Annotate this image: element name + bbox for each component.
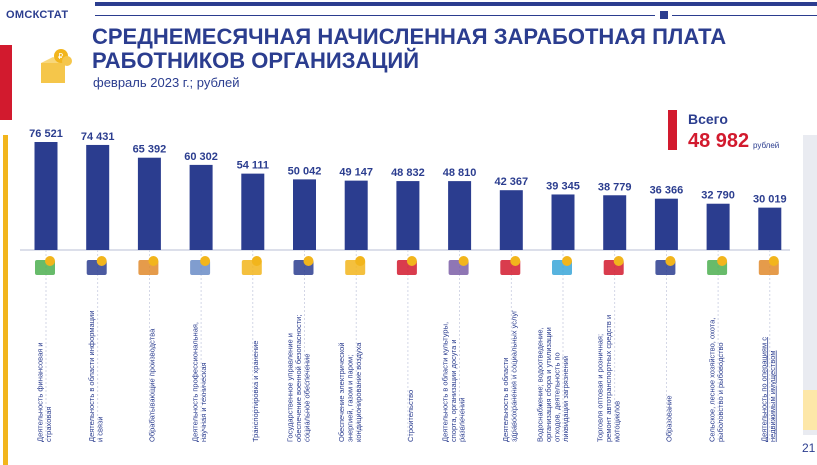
bar-value-label-6: 50 042 [288, 165, 322, 177]
water-pipe-icon [552, 256, 572, 275]
bar-11 [551, 194, 575, 250]
bar-value-label-15: 30 019 [753, 194, 787, 206]
bar-5 [241, 173, 265, 250]
category-label-15: Деятельность по операциям снедвижимым им… [759, 337, 777, 442]
microscope-icon [190, 256, 211, 275]
bar-1 [34, 142, 58, 250]
bar-value-label-10: 42 367 [494, 176, 528, 188]
category-label-1: Деятельность финансовая истраховая [36, 342, 54, 442]
category-label-6: Государственное управление иобеспечение … [286, 315, 312, 442]
bar-value-label-1: 76 521 [29, 128, 63, 140]
bar-15 [758, 207, 782, 250]
category-label-5: Транспортировка и хранение [251, 341, 260, 442]
bar-value-label-8: 48 832 [391, 167, 425, 179]
bar-7 [344, 180, 368, 250]
category-label-12: Торговля оптовая и розничная;ремонт авто… [596, 315, 622, 442]
bar-13 [654, 198, 678, 250]
page-number: 21 [802, 441, 816, 455]
house-icon [758, 256, 779, 275]
corner-decoration [803, 390, 817, 430]
bus-icon [241, 256, 262, 275]
tools-icon [707, 256, 728, 275]
brand-label: ОМСКСТАТ [6, 9, 69, 21]
bar-14 [706, 203, 730, 250]
bar-value-label-5: 54 111 [237, 160, 269, 172]
official-icon [293, 256, 314, 275]
coins-logo-icon: ₽ [41, 49, 72, 83]
bar-2 [86, 144, 110, 250]
bar-value-label-4: 60 302 [184, 151, 218, 163]
category-label-8: Строительство [406, 390, 415, 442]
total-value: 48 982 [688, 130, 750, 152]
bar-value-label-14: 32 790 [701, 190, 735, 202]
bar-4 [189, 164, 213, 250]
category-label-14: Сельское, лесное хозяйство, охота,рыболо… [708, 318, 726, 442]
bar-value-label-9: 48 810 [443, 167, 477, 179]
accent-bar-yellow [3, 135, 8, 465]
graduation-cap-icon [655, 256, 676, 275]
total-unit: рублей [753, 141, 780, 150]
side-strip [803, 135, 817, 435]
bar-9 [448, 181, 472, 250]
bar-value-label-11: 39 345 [546, 180, 580, 192]
category-label-13: Образование [664, 396, 673, 443]
finance-icon [35, 256, 55, 275]
category-label-7: Обеспечение электрическойэнергией, газом… [337, 342, 363, 442]
svg-text:₽: ₽ [58, 52, 63, 61]
category-label-11: Водоснабжение; водоотведение,организация… [536, 327, 571, 442]
bar-6 [293, 179, 316, 250]
top-bar [95, 2, 817, 6]
category-label-9: Деятельность в области культуры,спорта, … [441, 322, 467, 442]
category-label-4: Деятельность профессиональная,научная и … [191, 322, 209, 442]
theater-icon [448, 256, 469, 275]
total-label: Всего [688, 111, 728, 127]
category-label-2: Деятельность в области информациии связи [87, 311, 105, 442]
accent-bar-red [0, 45, 12, 120]
bar-value-label-13: 36 366 [650, 185, 684, 197]
bar-12 [603, 195, 627, 250]
bar-10 [499, 190, 523, 250]
category-label-3: Обрабатывающие производства [147, 328, 156, 442]
page-subtitle: февраль 2023 г.; рублей [93, 75, 240, 90]
medical-icon [500, 256, 521, 275]
header-rule-right [672, 15, 817, 16]
page-title: СРЕДНЕМЕСЯЧНАЯ НАЧИСЛЕННАЯ ЗАРАБОТНАЯ ПЛ… [92, 24, 727, 73]
total-marker [668, 110, 677, 150]
mail-icon [86, 256, 107, 275]
bar-value-label-12: 38 779 [598, 181, 632, 193]
factory-gear-icon [138, 256, 159, 275]
header-rule [95, 15, 655, 16]
lightbulb-icon [345, 256, 366, 275]
bar-8 [396, 181, 420, 250]
bar-value-label-2: 74 431 [81, 131, 115, 143]
bar-value-label-7: 49 147 [339, 167, 373, 179]
bricks-icon [396, 256, 417, 275]
bar-3 [137, 157, 161, 250]
category-label-10: Деятельность в областиздравоохранения и … [501, 310, 519, 442]
car-icon [603, 256, 624, 275]
bar-value-label-3: 65 392 [133, 144, 167, 156]
header-square [660, 11, 668, 19]
